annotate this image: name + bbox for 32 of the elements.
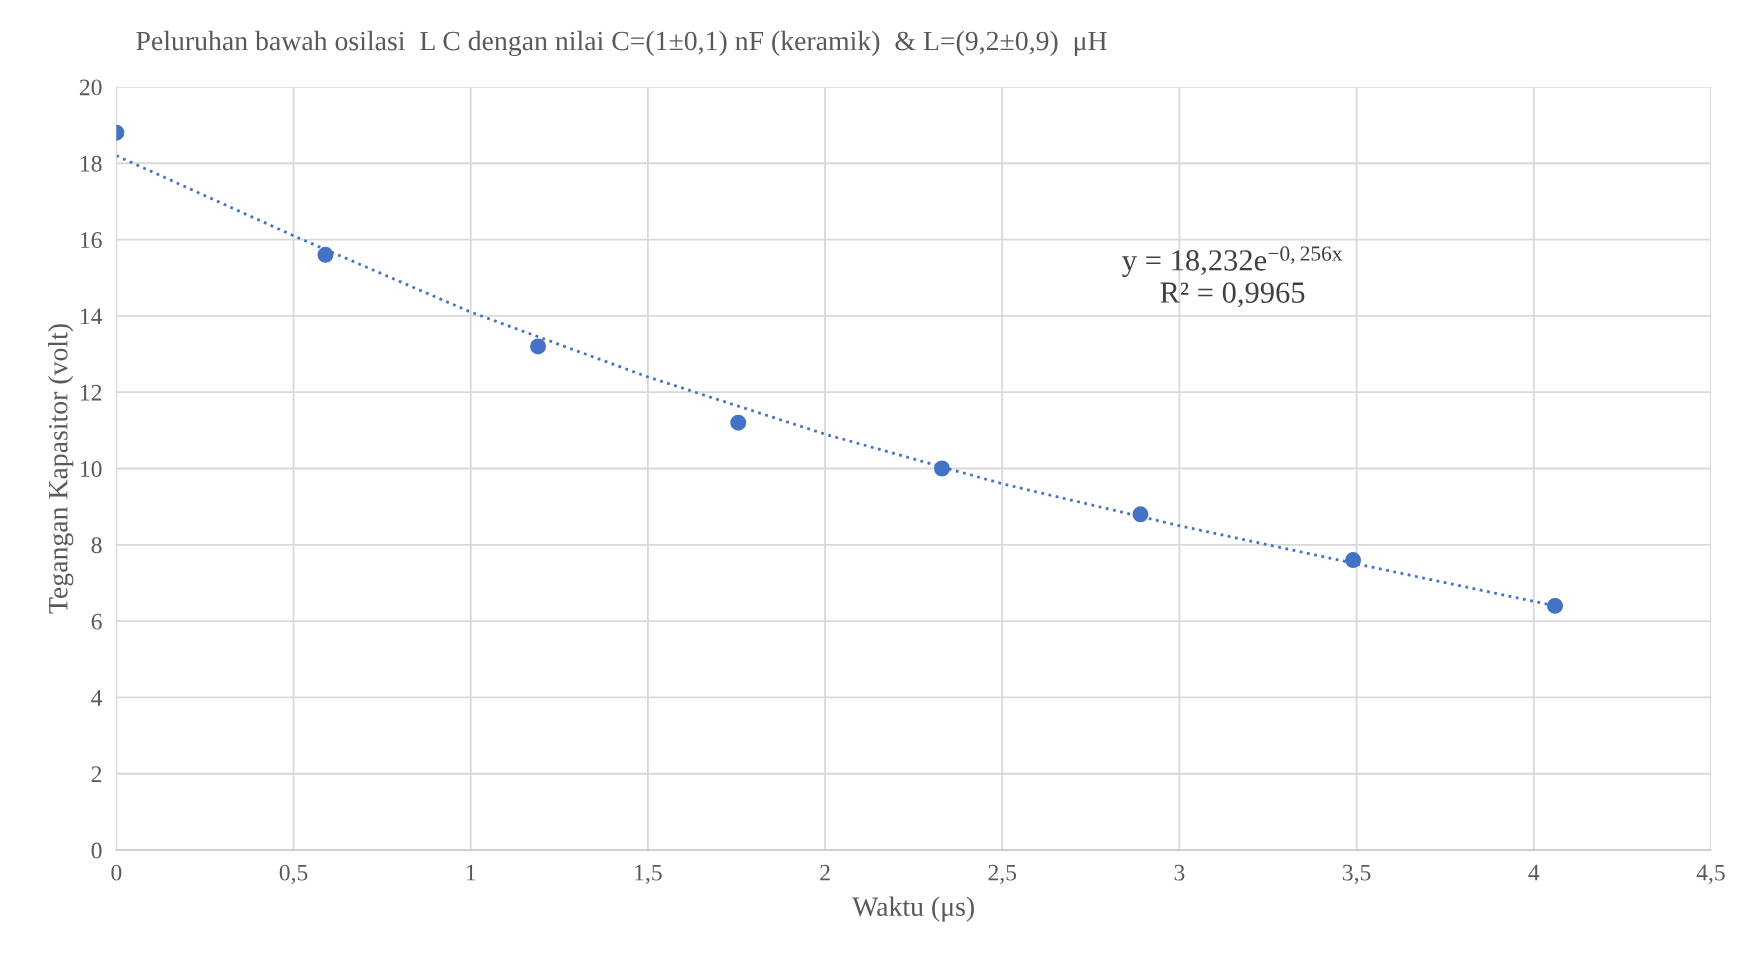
y-tick-label: 4 — [91, 690, 103, 706]
point — [1345, 552, 1362, 569]
point — [1547, 597, 1564, 614]
y-axis-title: Tegangan Kapasitor (volt) — [48, 324, 74, 614]
x-tick-label: 2,5 — [988, 864, 1017, 884]
y-tick-label: 6 — [91, 613, 102, 630]
x-tick-label: 3,5 — [1342, 864, 1371, 884]
annotation: y = 18,232e$^{−0,256x}$ R² = 0,9965 — [1122, 246, 1343, 308]
point — [317, 246, 334, 263]
chart-title: Peluruhan bawah osilasi L C dengan nilai C=(1±0,1) nF (keramik) & L=(9,2±0,9) μH — [136, 30, 1107, 57]
x-tick-label: 0,5 — [279, 864, 308, 884]
y-tick-label: 12 — [80, 384, 102, 401]
x-tick-label: 4,5 — [1696, 864, 1725, 884]
y-tick-label: 20 — [79, 79, 102, 96]
x-tick-label: 2 — [820, 864, 830, 881]
x-tick-label: 4 — [1528, 864, 1540, 881]
y-tick-label: 18 — [80, 155, 102, 172]
y-tick-label: 0 — [91, 842, 102, 859]
x-tick-label: 1,5 — [635, 864, 662, 884]
x-tick-label: 1 — [466, 864, 476, 881]
y-tick-label: 16 — [80, 232, 102, 248]
y-tick-label: 10 — [80, 461, 102, 477]
y-tick-label: 8 — [91, 537, 102, 554]
x-tick-label: 0 — [111, 864, 122, 881]
y-tick-label: 2 — [91, 766, 102, 782]
point — [730, 414, 747, 431]
y-tick-label: 14 — [80, 308, 103, 325]
point — [530, 338, 547, 355]
x-tick-label: 3 — [1174, 864, 1185, 881]
point — [1132, 506, 1149, 523]
point — [934, 460, 950, 477]
x-axis-title: Waktu (μs) — [852, 896, 974, 922]
